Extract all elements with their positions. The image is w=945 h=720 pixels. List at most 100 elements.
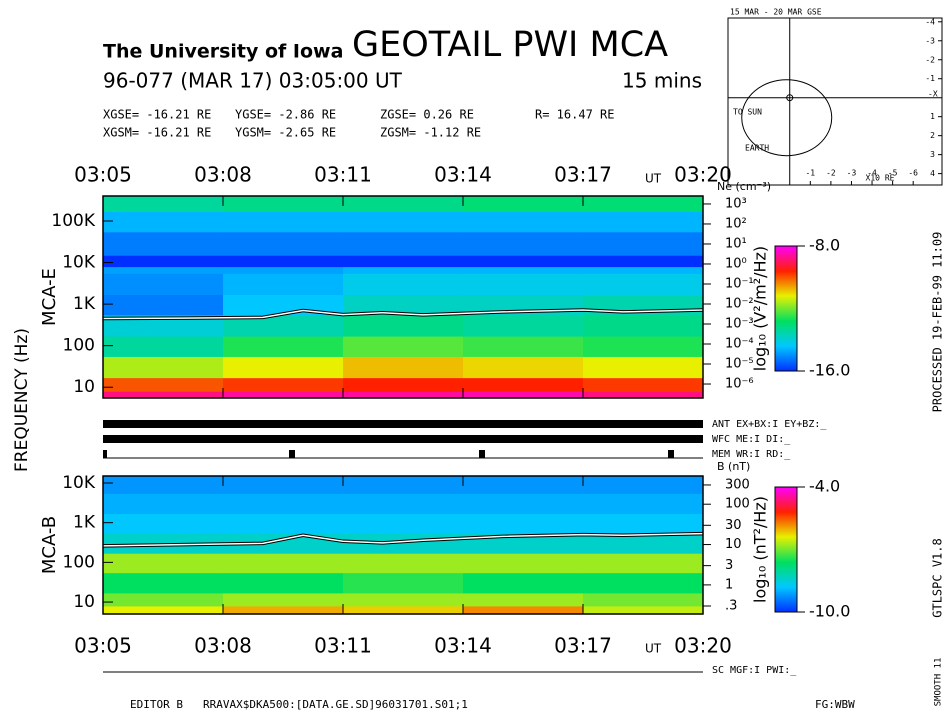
spectrogram-cell [583,572,704,594]
x-tick-label: 03:05 [74,634,132,658]
spectrogram-cell [463,476,584,494]
orbit-y-tick-label: -4 [925,17,935,26]
spectrogram-cell [583,513,704,534]
status-mark [668,450,674,458]
y-tick-label: 1K [73,294,96,314]
status-mark [479,450,485,458]
x-tick-label: 03:08 [194,163,252,187]
spectrogram-cell [223,336,344,357]
y2-tick-label: 10⁻¹ [725,276,754,291]
x-tick-label: 03:20 [674,163,732,187]
spectrogram-cell [463,211,584,233]
spectrogram-cell [463,336,584,357]
axis-label: FREQUENCY (Hz) [12,328,32,472]
institution: The University of Iowa [103,41,343,63]
colorbar [774,245,798,372]
y2-tick-label: 3 [725,558,733,573]
y2-axis-title: B (nT) [717,460,750,473]
x-tick-label: 03:17 [554,163,612,187]
y-tick-label: 100 [63,552,95,572]
orbit-label: -X [928,90,938,99]
status-mark [103,450,107,458]
spectrogram-cell [583,266,704,274]
x-tick-label: 03:11 [314,163,372,187]
coord: XGSM= -16.21 RE [103,126,211,140]
orbit-x-tick-label: -3 [847,169,857,178]
footer: FG:WBW [815,698,855,711]
x-unit: UT [645,642,662,656]
spectrogram-cell [223,255,344,268]
y2-tick-label: 10⁻² [725,296,754,311]
spectrogram-cell [103,377,224,392]
y-tick-label: 10K [62,473,96,493]
orbit-label: EARTH [745,144,769,153]
y2-tick-label: .3 [725,598,737,613]
trace [102,309,704,320]
spectrogram-cell [343,255,464,268]
x-tick-label: 03:14 [434,163,492,187]
spectrogram-cell [583,377,704,392]
spectrogram-cell [343,336,464,357]
spectrogram-cell [103,572,224,594]
spectrogram-cell [343,476,464,494]
y-tick-label: 100 [63,336,95,356]
spectrogram-cell [343,572,464,594]
spectrogram-cell [463,592,584,607]
spectrogram-cell [463,493,584,515]
y2-tick-label: 10³ [725,196,747,211]
y-tick-label: 10 [73,377,95,397]
spectrogram-cell [223,513,344,534]
y-tick-label: 10K [62,253,96,273]
orbit-y-tick-label: -1 [925,74,935,83]
spectrogram-cell [343,513,464,534]
spectrogram-cell [463,391,584,399]
status-bar [103,435,703,443]
spectrogram-cell [343,605,464,615]
plot-frame [102,195,704,399]
y2-tick-label: 100 [725,497,750,512]
spectrogram-cell [103,553,224,574]
status-label: SC MGF:I PWI:_ [712,665,797,676]
y2-tick-label: 30 [725,518,742,533]
spectrogram-cell [583,391,704,399]
x-tick-label: 03:11 [314,634,372,658]
coord: R= 16.47 RE [535,108,614,122]
duration: 15 mins [622,69,702,93]
orbit-label: TO SUN [733,108,762,117]
orbit-x-tick-label: -1 [805,169,815,178]
spectrogram-cell [463,553,584,574]
colorbar-tick-label: -8.0 [809,236,840,255]
y2-tick-label: 300 [725,477,750,492]
side-note: GTLSPC V1.8 [931,538,945,617]
status-label: WFC ME:I DI:_ [712,434,791,445]
spectrogram-cell [583,255,704,268]
footer: RRAVAX$DKA500:[DATA.GE.SD]96031701.S01;1 [203,698,468,711]
orbit-x-tick-label: -6 [908,169,918,178]
spectrogram-cell [583,553,704,574]
spectrogram-cell [463,377,584,392]
coord: ZGSE= 0.26 RE [380,108,474,122]
spectrogram-cell [583,336,704,357]
spectrogram-cell [583,211,704,233]
spectrogram-cell [583,196,704,212]
date: 96-077 (MAR 17) 03:05:00 UT [103,69,403,93]
spectrogram-cell [103,211,224,233]
orbit-x-tick-label: -2 [826,169,836,178]
spectrogram-cell [463,231,584,256]
panel-label: MCA-B [39,516,60,574]
y2-tick-label: 10⁻⁵ [725,357,754,372]
footer: EDITOR B [130,698,183,711]
spectrogram-cell [103,513,224,534]
coord: YGSE= -2.86 RE [235,108,336,122]
spectrogram-cell [583,476,704,494]
y2-tick-label: 10⁻⁴ [725,337,754,352]
spectrogram-cell [223,592,344,607]
spectrogram-cell [103,196,224,212]
orbit-y-tick-label: 4 [930,169,935,178]
orbit-y-tick-label: 1 [930,112,935,121]
y-tick-label: 100K [51,211,95,231]
spectrogram-cell [463,196,584,212]
spectrogram-cell [343,266,464,274]
spectrogram-cell [343,231,464,256]
